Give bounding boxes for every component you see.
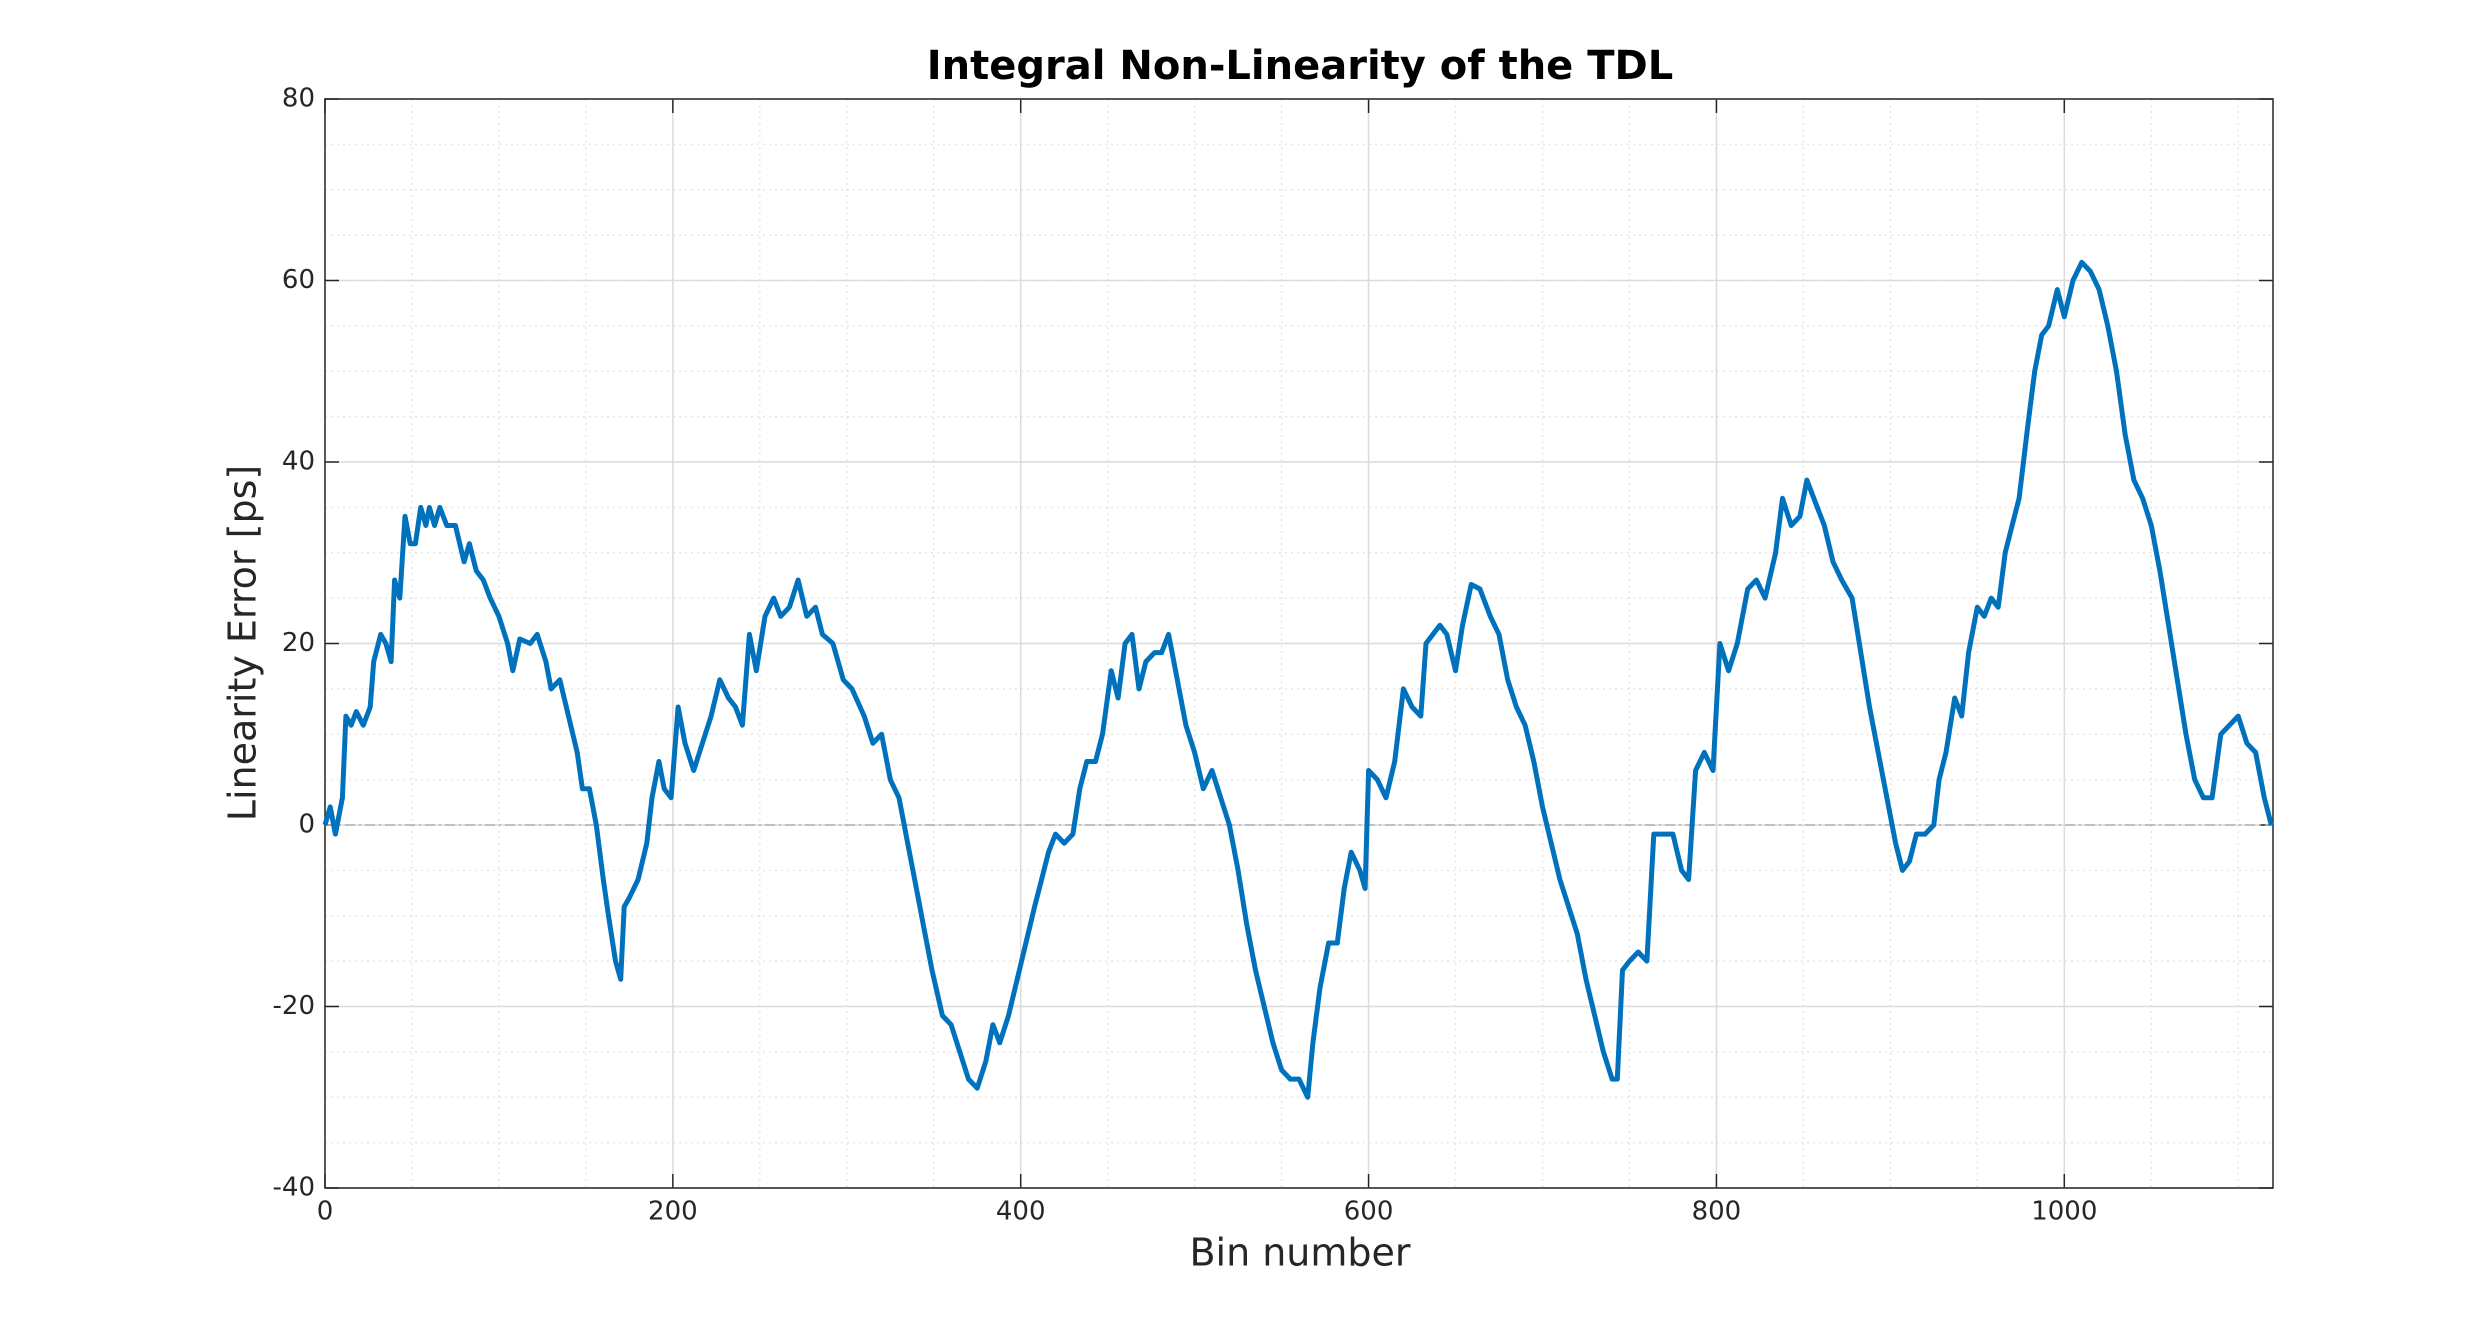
chart-title: Integral Non-Linearity of the TDL [927,43,1673,89]
x-tick-label: 1000 [2031,1197,2097,1227]
x-tick-label: 400 [996,1197,1046,1227]
x-axis-label: Bin number [1189,1231,1410,1275]
data-line [322,259,2274,1100]
y-tick-label: -20 [273,991,315,1021]
y-tick-label: -40 [273,1173,315,1203]
y-tick-label: 40 [282,447,315,477]
y-tick-label: 0 [298,810,315,840]
y-tick-label: 80 [282,84,315,114]
x-tick-label: 0 [317,1197,334,1227]
x-tick-label: 600 [1344,1197,1394,1227]
plot-frame [324,98,2274,1189]
x-tick-label: 800 [1692,1197,1742,1227]
y-axis-label: Linearity Error [ps] [221,465,265,821]
y-tick-label: 20 [282,628,315,658]
y-tick-label: 60 [282,265,315,295]
x-tick-label: 200 [648,1197,698,1227]
